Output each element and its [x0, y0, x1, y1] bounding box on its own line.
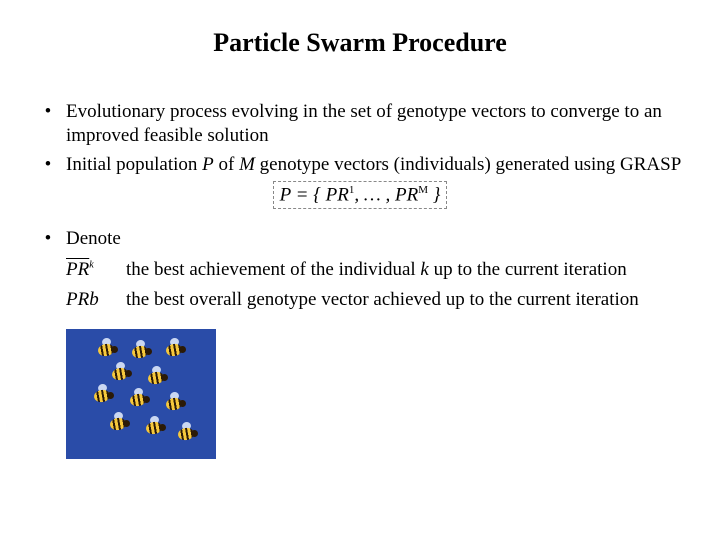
bullet-3: • Denote [30, 227, 690, 251]
bee-icon [142, 419, 166, 437]
bee-icon [162, 341, 186, 359]
symbol-prb: PRb [66, 286, 116, 315]
denote-line-1-text: the best achievement of the individual k… [126, 256, 627, 285]
bee-icon [126, 391, 150, 409]
swarm-illustration [66, 329, 216, 459]
denote-line-2-text: the best overall genotype vector achieve… [126, 286, 639, 315]
symbol-pr-k: PRk [66, 256, 116, 285]
bullet-dot: • [30, 100, 66, 124]
population-formula: P = { PR1, … , PRM } [273, 181, 448, 209]
bullet-1: • Evolutionary process evolving in the s… [30, 100, 690, 149]
bullet-list-2: • Denote [30, 227, 690, 251]
denote-line-1: PRk the best achievement of the individu… [66, 256, 690, 285]
bee-icon [108, 365, 132, 383]
bee-icon [162, 395, 186, 413]
bee-icon [128, 343, 152, 361]
bullet-2-text: Initial population P of M genotype vecto… [66, 153, 690, 177]
bee-icon [90, 387, 114, 405]
bullet-list: • Evolutionary process evolving in the s… [30, 100, 690, 177]
formula-row: P = { PR1, … , PRM } [30, 181, 690, 209]
bee-icon [106, 415, 130, 433]
bullet-1-text: Evolutionary process evolving in the set… [66, 100, 690, 149]
bee-icon [94, 341, 118, 359]
denote-block: PRk the best achievement of the individu… [66, 256, 690, 315]
denote-line-2: PRb the best overall genotype vector ach… [66, 286, 690, 315]
bullet-dot: • [30, 227, 66, 251]
bullet-2: • Initial population P of M genotype vec… [30, 153, 690, 177]
bullet-dot: • [30, 153, 66, 177]
bullet-3-text: Denote [66, 227, 690, 251]
slide-title: Particle Swarm Procedure [30, 28, 690, 58]
bee-icon [144, 369, 168, 387]
bee-icon [174, 425, 198, 443]
